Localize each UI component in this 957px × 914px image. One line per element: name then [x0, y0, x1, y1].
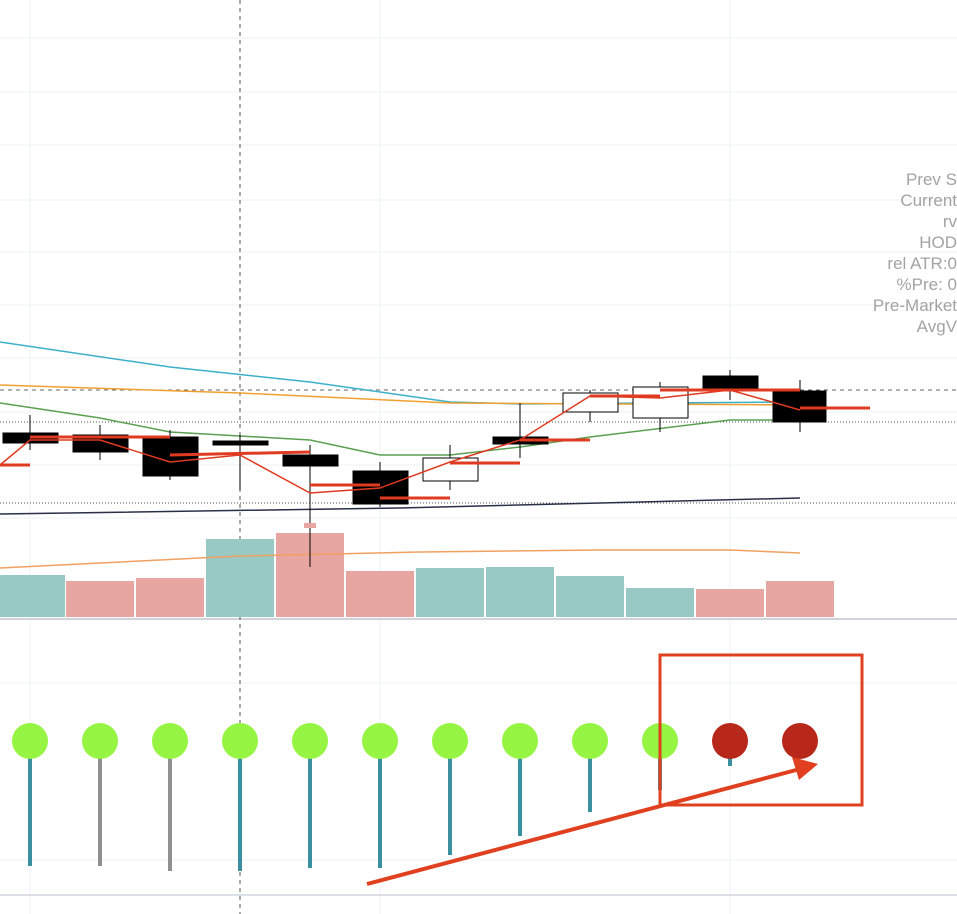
info-line: Prev S — [906, 170, 957, 189]
dot — [502, 723, 538, 759]
ma-line — [0, 384, 801, 406]
info-line: AvgV — [917, 317, 957, 336]
volume-bar — [66, 581, 134, 617]
volume-bar — [626, 588, 694, 617]
arrow-head — [792, 757, 818, 780]
info-panel: Prev S Current rv HOD rel ATR:0 %Pre: 0 … — [873, 170, 957, 336]
dot — [152, 723, 188, 759]
volume-bar — [766, 581, 834, 617]
dot — [222, 723, 258, 759]
volume-bar — [486, 567, 554, 617]
dot — [292, 723, 328, 759]
red-levels — [0, 388, 870, 500]
candle — [702, 375, 759, 391]
info-line: Pre-Market — [873, 296, 957, 315]
volume-bar — [136, 578, 204, 617]
dot — [432, 723, 468, 759]
info-line: rv — [943, 212, 957, 231]
volume-bar — [346, 571, 414, 617]
info-line: HOD — [919, 233, 957, 252]
dot — [572, 723, 608, 759]
ma-line — [0, 497, 801, 515]
candle — [212, 440, 269, 446]
volume-bar — [0, 575, 65, 617]
candle — [282, 454, 339, 467]
volume-bar — [696, 589, 764, 617]
volume-bar — [556, 576, 624, 617]
candle — [562, 392, 619, 413]
candles — [2, 370, 827, 567]
volume — [0, 533, 834, 617]
arrow — [366, 767, 801, 886]
level-segment — [169, 450, 311, 457]
candle — [632, 386, 689, 419]
dot — [712, 723, 748, 759]
dot — [82, 723, 118, 759]
highlight-box — [658, 653, 864, 807]
info-line: %Pre: 0 — [897, 275, 957, 294]
dot — [12, 723, 48, 759]
dot — [362, 723, 398, 759]
volume-bar — [206, 539, 274, 617]
info-line: Current — [900, 191, 957, 210]
volume-bar — [416, 568, 484, 617]
red-line — [0, 389, 801, 494]
dot — [782, 723, 818, 759]
marker — [304, 523, 316, 528]
info-line: rel ATR:0 — [887, 254, 957, 273]
volume-ma — [0, 549, 801, 569]
